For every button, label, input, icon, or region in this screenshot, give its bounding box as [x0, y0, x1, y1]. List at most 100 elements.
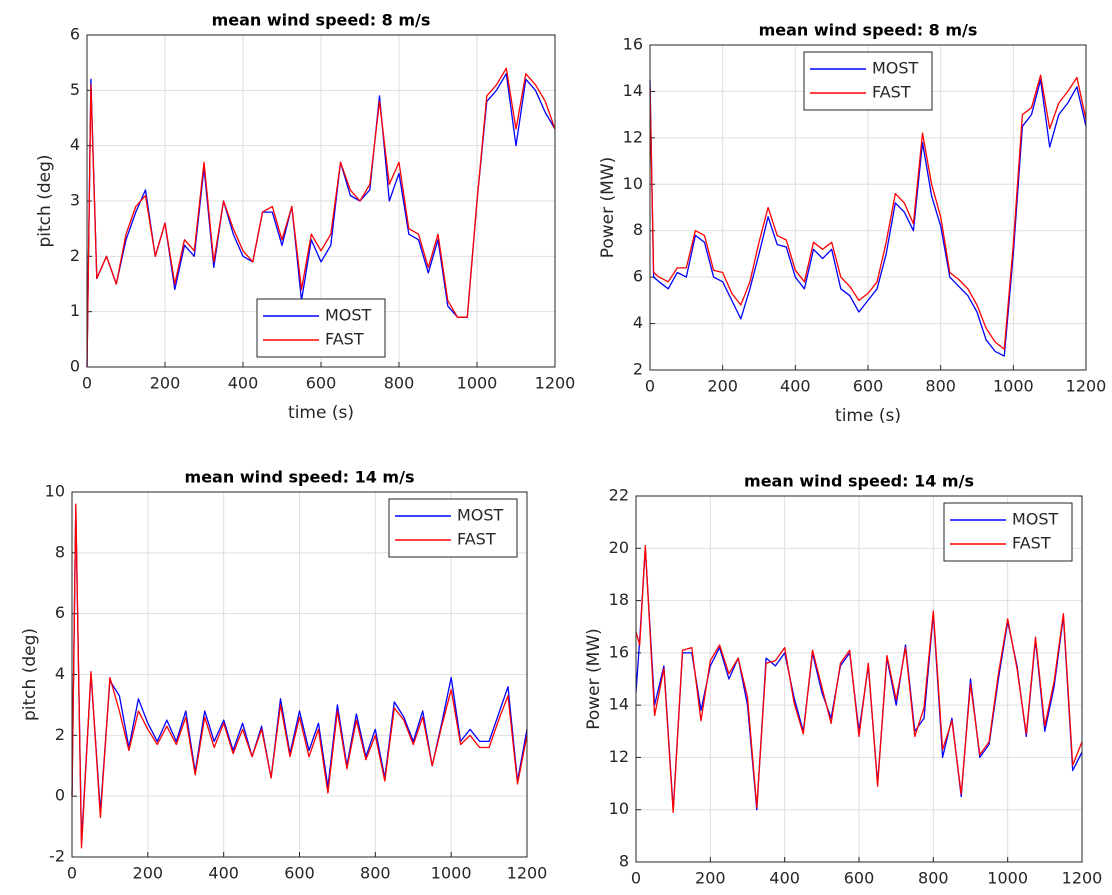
y-tick-label: 18 — [609, 590, 629, 609]
x-tick-label: 1000 — [457, 374, 498, 393]
legend-label: FAST — [457, 530, 496, 549]
y-tick-label: 6 — [70, 25, 80, 44]
legend-label: MOST — [872, 59, 919, 78]
x-axis-label: time (s) — [267, 893, 333, 895]
x-tick-label: 1200 — [1062, 869, 1103, 888]
y-tick-label: 14 — [609, 695, 629, 714]
subplot: 0 200 400 600 800 1000 1200 2 4 6 8 10 12 14 16 mean wi… — [598, 21, 1106, 427]
x-tick-label: 400 — [769, 869, 800, 888]
x-tick-label: 800 — [384, 374, 415, 393]
y-tick-label: 12 — [623, 127, 643, 146]
x-tick-label: 200 — [707, 377, 738, 396]
chart-title: mean wind speed: 8 m/s — [212, 11, 431, 30]
data-line — [86, 67, 556, 368]
subplot: 0 200 400 600 800 1000 1200 8 10 12 14 16 18 20 22 mean… — [584, 472, 1103, 888]
legend-label: MOST — [457, 506, 504, 525]
axes-frame — [649, 44, 1087, 371]
y-tick-label: -2 — [49, 847, 65, 866]
x-tick-label: 1000 — [993, 377, 1034, 396]
y-tick-label: 14 — [623, 81, 643, 100]
legend: MOST FAST — [388, 498, 518, 558]
x-tick-label: 400 — [780, 377, 811, 396]
legend-box — [388, 498, 518, 558]
y-tick-label: 22 — [609, 486, 629, 505]
x-tick-label: 200 — [695, 869, 726, 888]
x-tick-label: 0 — [82, 374, 92, 393]
x-tick-label: 0 — [645, 377, 655, 396]
y-axis-label: pitch (deg) — [20, 628, 40, 721]
chart-title: mean wind speed: 14 m/s — [185, 468, 415, 487]
data-line — [71, 506, 528, 843]
y-tick-label: 0 — [70, 357, 80, 376]
x-tick-label: 800 — [360, 864, 391, 883]
y-tick-label: 8 — [55, 542, 65, 561]
legend-label: FAST — [872, 83, 911, 102]
legend-box — [943, 502, 1073, 562]
x-tick-label: 800 — [918, 869, 949, 888]
y-tick-label: 16 — [609, 642, 629, 661]
legend-label: FAST — [325, 330, 364, 349]
legend: MOST FAST — [256, 298, 386, 358]
y-tick-label: 6 — [55, 603, 65, 622]
y-tick-label: 2 — [633, 360, 643, 379]
y-tick-label: 20 — [609, 538, 629, 557]
y-tick-label: 4 — [55, 664, 65, 683]
y-tick-label: 3 — [70, 191, 80, 210]
x-tick-label: 400 — [228, 374, 259, 393]
y-tick-label: 12 — [609, 747, 629, 766]
data-line — [71, 503, 528, 849]
y-tick-label: 2 — [55, 725, 65, 744]
subplot: 0 200 400 600 800 1000 1200 0 1 2 3 4 5 6 mean wind sp… — [35, 11, 575, 424]
x-tick-label: 200 — [150, 374, 181, 393]
y-tick-label: 6 — [633, 267, 643, 286]
x-tick-label: 0 — [67, 864, 77, 883]
y-tick-label: 8 — [619, 852, 629, 871]
x-tick-label: 1200 — [1066, 377, 1107, 396]
data-line — [649, 74, 1087, 350]
y-tick-label: 10 — [623, 174, 643, 193]
legend: MOST FAST — [943, 502, 1073, 562]
y-axis-label: Power (MW) — [584, 628, 604, 730]
legend-label: MOST — [1012, 510, 1059, 529]
y-tick-label: 2 — [70, 246, 80, 265]
chart-title: mean wind speed: 8 m/s — [759, 21, 978, 40]
x-tick-label: 1000 — [431, 864, 472, 883]
legend-box — [803, 51, 933, 111]
axes-frame — [86, 34, 556, 368]
data-line — [649, 79, 1087, 357]
data-line — [635, 545, 1083, 813]
x-tick-label: 800 — [925, 377, 956, 396]
x-tick-label: 600 — [844, 869, 875, 888]
y-tick-label: 1 — [70, 301, 80, 320]
y-tick-label: 10 — [45, 482, 65, 501]
chart-title: mean wind speed: 14 m/s — [744, 472, 974, 491]
x-tick-label: 0 — [631, 869, 641, 888]
y-axis-label: pitch (deg) — [35, 154, 55, 247]
x-tick-label: 1200 — [507, 864, 548, 883]
legend: MOST FAST — [803, 51, 933, 111]
x-tick-label: 600 — [853, 377, 884, 396]
x-tick-label: 1000 — [987, 869, 1028, 888]
y-axis-label: Power (MW) — [598, 157, 618, 259]
y-tick-label: 4 — [633, 313, 643, 332]
x-tick-label: 600 — [284, 864, 315, 883]
legend-label: FAST — [1012, 534, 1051, 553]
x-tick-label: 600 — [306, 374, 337, 393]
y-tick-label: 0 — [55, 786, 65, 805]
legend-box — [256, 298, 386, 358]
y-tick-label: 8 — [633, 220, 643, 239]
y-tick-label: 5 — [70, 80, 80, 99]
axes-frame — [71, 491, 528, 858]
x-tick-label: 400 — [208, 864, 239, 883]
axes-frame — [635, 495, 1083, 863]
legend-label: MOST — [325, 306, 372, 325]
y-tick-label: 16 — [623, 35, 643, 54]
y-tick-label: 10 — [609, 799, 629, 818]
x-tick-label: 1200 — [535, 374, 576, 393]
x-tick-label: 200 — [133, 864, 164, 883]
y-tick-label: 4 — [70, 135, 80, 154]
x-axis-label: time (s) — [288, 403, 354, 423]
